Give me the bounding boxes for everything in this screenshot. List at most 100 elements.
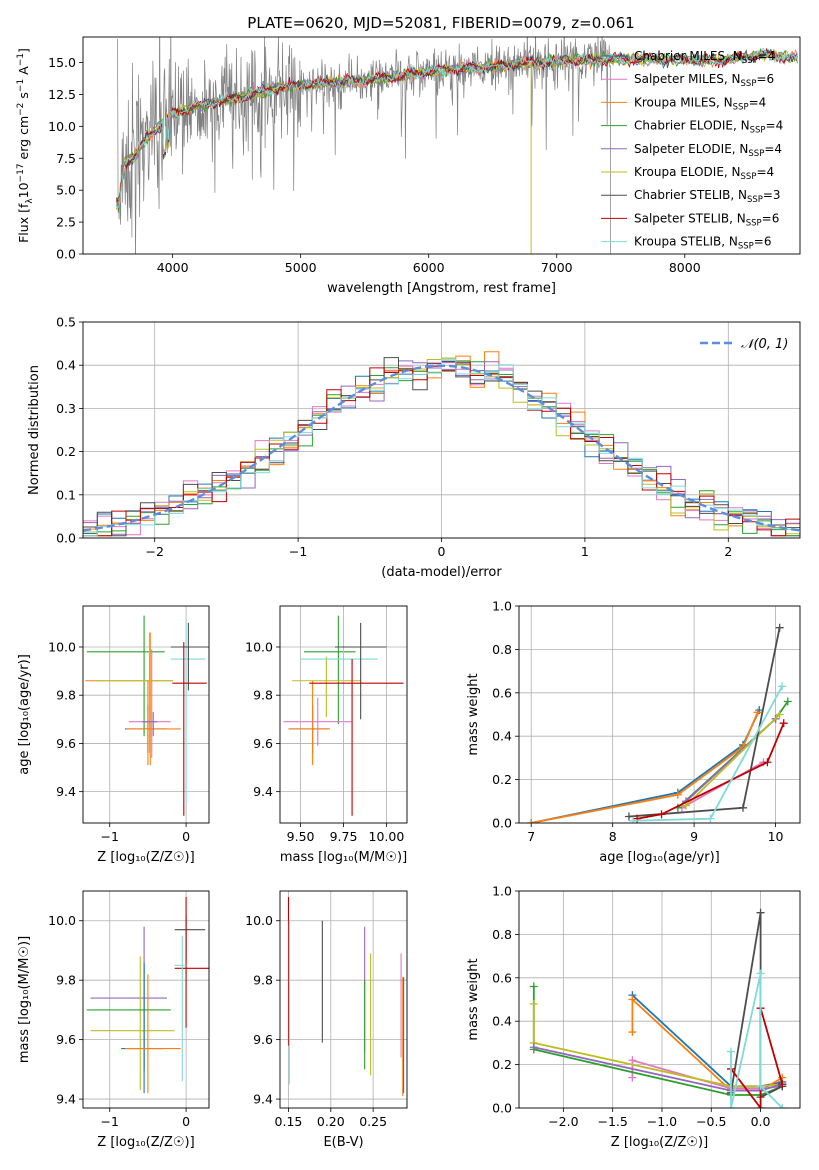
age-vs-metallicity-panel: −1 0 9.4 9.6 9.8 10.0 Z [log₁₀(Z/Z☉)] age [log₁… — [17, 605, 210, 865]
x-tick-label: 0 — [182, 829, 190, 844]
x-axis-label: Z [log₁₀(Z/Z☉)] — [97, 850, 194, 865]
x-tick-label: −1 — [101, 829, 119, 844]
x-tick-label: 9.75 — [330, 829, 358, 844]
error-bar — [174, 914, 206, 960]
y-tick-label: 9.6 — [253, 1032, 273, 1047]
weight-marker — [673, 790, 682, 799]
x-tick-label: 4000 — [157, 260, 189, 275]
weight-line — [730, 1007, 784, 1108]
y-tick-label: 7.5 — [56, 151, 76, 166]
age-vs-mass-panel: 9.50 9.75 10.00 9.4 9.6 9.8 10.0 mass [log₁₀(M/… — [245, 605, 408, 865]
y-tick-label: 9.4 — [56, 784, 76, 799]
x-axis-label: E(B-V) — [323, 1135, 363, 1150]
weight-marker — [763, 758, 772, 767]
error-bar — [95, 632, 173, 754]
model-spectrum — [115, 49, 798, 203]
legend-label: Kroupa STELIB, NSSP=6 — [634, 235, 772, 252]
plot-area — [527, 623, 792, 823]
error-bar — [125, 974, 181, 1094]
model-spectrum — [115, 47, 798, 209]
axes-frame — [279, 605, 408, 824]
y-axis-label: mass weight — [466, 958, 481, 1040]
x-tick-label: 0 — [182, 1114, 190, 1129]
error-bar — [309, 659, 404, 816]
error-bar — [121, 962, 164, 1094]
error-bar — [141, 712, 158, 737]
axes-frame — [82, 605, 210, 824]
error-bar — [86, 965, 171, 1070]
spectrum-panel: 4000 5000 6000 7000 8000 0.0 2.5 5.0 7.5 10.0 12.5… — [16, 36, 801, 296]
weight-marker — [624, 812, 633, 821]
y-tick-label: 10.0 — [48, 639, 76, 654]
weight-marker — [756, 1082, 765, 1091]
weight-marker — [753, 708, 762, 717]
weight-marker — [657, 810, 666, 819]
x-tick-label: −2.0 — [548, 1114, 578, 1129]
error-bar — [300, 622, 378, 732]
x-tick-label: −2 — [145, 544, 163, 559]
weight-marker — [756, 969, 765, 978]
y-tick-label: 0.8 — [492, 927, 512, 942]
y-tick-label: 9.4 — [253, 784, 273, 799]
x-tick-label: −1 — [289, 544, 307, 559]
error-bar — [170, 622, 209, 691]
y-tick-label: 1.0 — [492, 599, 512, 614]
figure-title: PLATE=0620, MJD=52081, FIBERID=0079, z=0… — [247, 14, 634, 32]
y-axis-label: Normed distribution — [27, 365, 42, 495]
axes-frame — [279, 890, 408, 1109]
y-tick-label: 10.0 — [48, 913, 76, 928]
x-tick-label: −0.5 — [696, 1114, 726, 1129]
error-bar — [174, 935, 187, 1082]
x-tick-label: 7 — [527, 829, 535, 844]
y-tick-label: 9.4 — [56, 1092, 76, 1107]
y-tick-label: 9.8 — [253, 973, 273, 988]
plot-area — [83, 351, 800, 537]
y-axis-label: Flux [fλ10−17 erg cm−2 s−1 A−1] — [16, 48, 35, 243]
weight-marker — [628, 1073, 637, 1082]
y-tick-label: 9.8 — [253, 688, 273, 703]
x-tick-label: −1.5 — [597, 1114, 627, 1129]
weight-marker — [529, 1043, 538, 1052]
weight-marker — [529, 999, 538, 1008]
y-tick-label: 0.0 — [56, 531, 76, 546]
legend-label: Kroupa MILES, NSSP=4 — [634, 95, 766, 112]
weight-marker — [529, 982, 538, 991]
y-tick-label: 1.0 — [492, 884, 512, 899]
weight-line — [533, 1046, 783, 1092]
x-axis-label: age [log₁₀(age/yr)] — [599, 850, 720, 865]
x-tick-label: 0.25 — [359, 1114, 387, 1129]
plot-area — [529, 908, 787, 1108]
x-tick-label: 0.0 — [751, 1114, 771, 1129]
y-tick-label: 9.6 — [56, 736, 76, 751]
y-tick-label: 9.4 — [253, 1092, 273, 1107]
y-tick-label: 10.0 — [245, 639, 273, 654]
weight-line — [636, 722, 785, 820]
legend-label: Salpeter STELIB, NSSP=6 — [634, 211, 779, 228]
y-tick-label: 10.0 — [48, 119, 76, 134]
y-tick-label: 0.2 — [492, 1057, 512, 1072]
plot-area — [115, 37, 798, 254]
error-bar — [288, 680, 330, 766]
y-tick-label: 0.4 — [492, 729, 512, 744]
mass-vs-ebv-panel: 0.15 0.20 0.25 9.4 9.6 9.8 10.0 E(B-V) — [245, 890, 408, 1150]
x-tick-label: −1.0 — [647, 1114, 677, 1129]
y-tick-label: 9.8 — [56, 688, 76, 703]
weight-marker — [726, 1047, 735, 1056]
x-axis-label: (data-model)/error — [381, 565, 502, 580]
error-bar — [283, 697, 353, 746]
x-axis-label: Z [log₁₀(Z/Z☉)] — [611, 1135, 708, 1150]
x-tick-label: 10 — [768, 829, 784, 844]
y-tick-label: 0.4 — [492, 1014, 512, 1029]
axes-frame — [82, 321, 801, 539]
weight-marker — [628, 1056, 637, 1065]
y-tick-label: 0.2 — [492, 772, 512, 787]
error-bar — [292, 656, 361, 717]
x-tick-label: 6000 — [413, 260, 445, 275]
y-tick-label: 0.0 — [492, 1101, 512, 1116]
x-tick-label: 0.20 — [317, 1114, 345, 1129]
weight-marker — [756, 908, 765, 917]
error-bar — [174, 896, 209, 1028]
weight-marker — [628, 1028, 637, 1037]
y-tick-label: 15.0 — [48, 55, 76, 70]
